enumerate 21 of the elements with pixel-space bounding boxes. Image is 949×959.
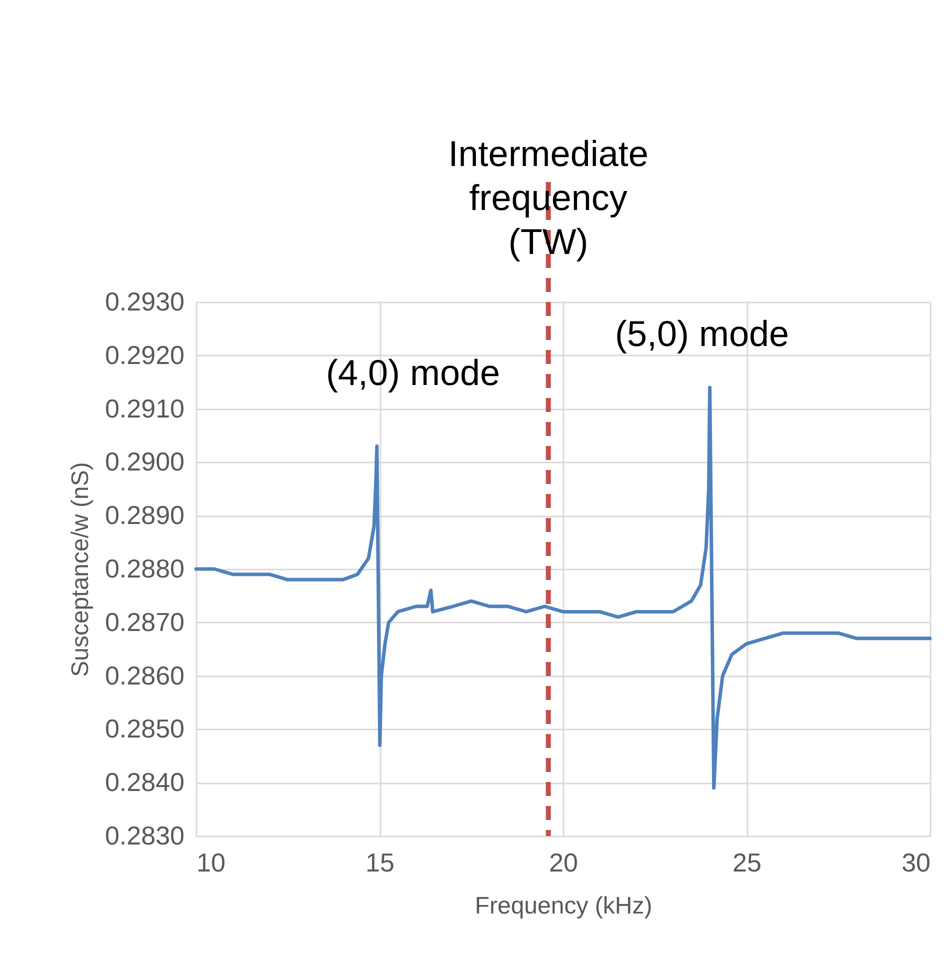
x-tick-label: 20 [549,848,578,878]
y-tick-label: 0.2890 [104,500,184,530]
y-axis-title: Susceptance/w (nS) [66,462,94,677]
x-axis-title: Frequency (kHz) [474,892,652,920]
y-tick-label: 0.2900 [104,446,184,477]
x-tick-label: 25 [732,848,762,878]
y-tick-label: 0.2840 [104,767,184,798]
annotation: (4,0) mode [326,352,500,393]
annotation: (5,0) mode [614,313,790,354]
y-tick-label: 0.2930 [104,286,184,316]
y-tick-label: 0.2910 [104,393,184,424]
x-tick-label: 30 [902,848,930,878]
y-tick-label: 0.2870 [104,606,184,637]
y-tick-label: 0.2920 [104,340,184,370]
y-tick-label: 0.2880 [104,554,184,584]
y-tick-label: 0.2850 [104,714,184,744]
x-tick-label: 10 [196,848,226,878]
x-tick-label: 15 [366,848,394,878]
ref-line-label: Intermediate frequency (TW) [448,133,648,262]
y-tick-label: 0.2860 [104,660,184,690]
y-tick-label: 0.2830 [104,820,184,850]
